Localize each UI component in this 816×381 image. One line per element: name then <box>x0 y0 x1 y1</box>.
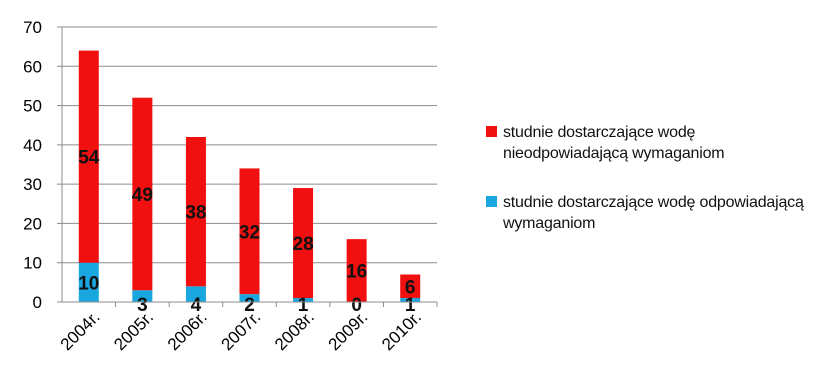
legend: studnie dostarczające wodę nieodpowiadaj… <box>486 122 811 262</box>
legend-item-conforming: studnie dostarczające wodę odpowiadającą… <box>486 192 811 234</box>
bar-segment-nonconforming <box>239 168 260 295</box>
x-category-label: 2010r. <box>378 307 425 354</box>
bar-segment-conforming <box>185 286 206 302</box>
data-label-nonconforming: 32 <box>239 222 260 243</box>
bar-segment-nonconforming <box>132 97 153 291</box>
x-category-label: 2004r. <box>57 307 104 354</box>
x-category-label: 2008r. <box>271 307 318 354</box>
x-category-label: 2007r. <box>217 307 264 354</box>
bar-segment-nonconforming <box>293 188 314 299</box>
data-label-conforming: 0 <box>351 295 362 316</box>
legend-swatch-blue <box>486 196 497 207</box>
bar-segment-nonconforming <box>185 137 206 287</box>
bar-segment-conforming <box>78 262 99 302</box>
bar-segment-conforming <box>239 294 260 302</box>
y-tick-label: 60 <box>23 57 42 76</box>
data-label-conforming: 10 <box>78 273 99 294</box>
bar-segment-conforming <box>400 298 421 302</box>
data-label-conforming: 2 <box>244 295 255 316</box>
legend-label: studnie dostarczające wodę odpowiadającą… <box>503 194 804 232</box>
x-category-label: 2006r. <box>164 307 211 354</box>
data-label-conforming: 1 <box>405 295 416 316</box>
y-tick-label: 0 <box>33 293 42 312</box>
data-label-nonconforming: 16 <box>346 262 367 283</box>
data-label-nonconforming: 54 <box>78 148 100 169</box>
y-tick-label: 10 <box>23 254 42 273</box>
legend-swatch-red <box>486 126 497 137</box>
data-label-nonconforming: 38 <box>185 203 206 224</box>
data-label-conforming: 3 <box>137 295 148 316</box>
bars <box>78 50 421 302</box>
bar-segment-conforming <box>132 290 153 302</box>
x-category-label: 2009r. <box>325 307 372 354</box>
y-tick-label: 40 <box>23 136 42 155</box>
data-label-nonconforming: 28 <box>293 234 314 255</box>
y-tick-label: 20 <box>23 214 42 233</box>
legend-label: studnie dostarczające wodę nieodpowiadaj… <box>503 124 725 162</box>
bar-segment-nonconforming <box>400 274 421 299</box>
legend-item-nonconforming: studnie dostarczające wodę nieodpowiadaj… <box>486 122 811 164</box>
bar-segment-nonconforming <box>78 50 99 263</box>
data-label-conforming: 4 <box>191 295 202 316</box>
data-label-nonconforming: 49 <box>132 185 153 206</box>
y-tick-label: 50 <box>23 97 42 116</box>
data-label-nonconforming: 6 <box>405 277 416 298</box>
y-axis: 0 10 20 30 40 50 60 70 <box>23 18 63 312</box>
bar-segment-conforming <box>293 298 314 302</box>
bar-segment-nonconforming <box>346 239 367 302</box>
y-tick-label: 30 <box>23 175 42 194</box>
data-label-conforming: 1 <box>298 295 309 316</box>
y-tick-label: 70 <box>23 18 42 37</box>
x-category-label: 2005r. <box>110 307 157 354</box>
